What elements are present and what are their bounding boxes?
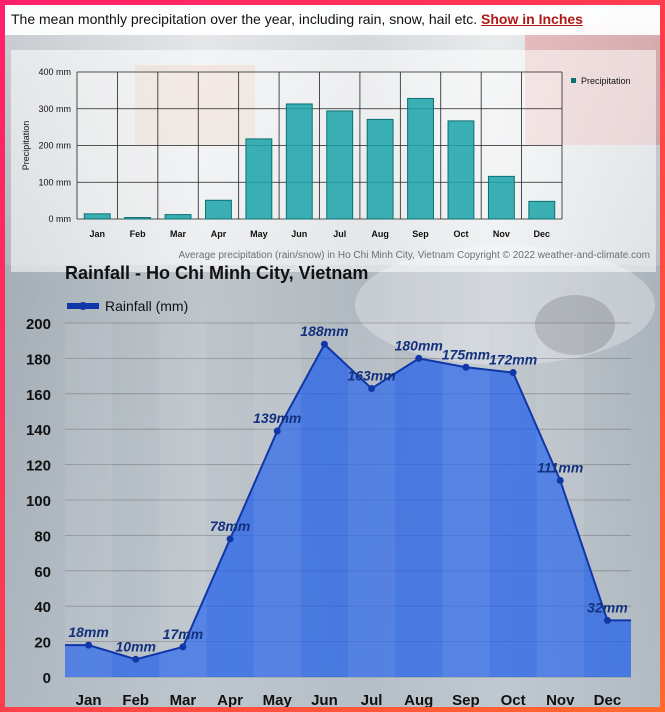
description-text: The mean monthly precipitation over the … — [11, 11, 478, 27]
legend-label: Rainfall (mm) — [105, 298, 188, 314]
bar — [285, 103, 313, 220]
data-point — [226, 535, 234, 543]
y-tick-label: 40 — [34, 599, 51, 616]
data-label: 172mm — [489, 352, 537, 368]
y-tick-label: 200 — [26, 316, 51, 333]
y-axis-label: Precipitation — [21, 121, 31, 171]
x-tick-label: Jan — [76, 692, 102, 707]
x-tick-label: Feb — [122, 692, 149, 707]
x-tick-label: Jul — [333, 229, 346, 239]
x-tick-label: Aug — [371, 229, 389, 239]
data-label: 111mm — [537, 460, 583, 476]
data-point — [556, 477, 564, 485]
data-label: 139mm — [253, 410, 301, 426]
y-tick-label: 140 — [26, 422, 51, 439]
data-label: 163mm — [347, 367, 395, 383]
bar — [366, 118, 394, 220]
y-tick-label: 180 — [26, 351, 51, 368]
chart-title: Rainfall - Ho Chi Minh City, Vietnam — [65, 263, 369, 283]
x-tick-label: May — [263, 692, 293, 707]
x-tick-label: Mar — [170, 229, 187, 239]
x-tick-label: Jan — [89, 229, 105, 239]
y-tick-label: 0 — [43, 670, 51, 687]
bar — [83, 213, 111, 220]
x-tick-label: Jul — [361, 692, 383, 707]
data-point — [132, 655, 140, 663]
x-tick-label: Apr — [217, 692, 243, 707]
y-tick-label: 60 — [34, 564, 51, 581]
month-band — [253, 323, 301, 677]
show-in-inches-link[interactable]: Show in Inches — [481, 11, 583, 27]
rainfall-area-chart: 0 20 40 60 80 100 120 140 160 180 200 18mm Jan 10mm Fe… — [26, 298, 631, 707]
x-tick-label: Dec — [594, 692, 622, 707]
legend-swatch — [571, 78, 576, 83]
month-band — [348, 323, 396, 677]
data-label: 17mm — [163, 626, 203, 642]
chart-container: The mean monthly precipitation over the … — [5, 5, 660, 707]
x-tick-label: Apr — [211, 229, 227, 239]
data-label: 10mm — [116, 638, 156, 654]
data-label: 175mm — [442, 346, 490, 362]
x-tick-label: Jun — [311, 692, 338, 707]
bar — [407, 97, 434, 220]
x-tick-label: Aug — [404, 692, 433, 707]
legend-marker — [79, 302, 87, 310]
chart-caption: Average precipitation (rain/snow) in Ho … — [178, 250, 650, 261]
data-point — [320, 340, 328, 348]
x-tick-label: May — [250, 229, 268, 239]
x-tick-label: Sep — [412, 229, 429, 239]
x-tick-label: Jun — [291, 229, 307, 239]
data-point — [415, 354, 423, 362]
description-bar: The mean monthly precipitation over the … — [5, 5, 660, 35]
data-point — [85, 641, 93, 649]
data-label: 78mm — [210, 518, 250, 534]
x-tick-label: Mar — [170, 692, 197, 707]
precipitation-bar-chart: 0 mm 100 mm 200 mm 300 mm 400 mm Jan Feb Mar Apr… — [21, 67, 631, 239]
data-point — [509, 369, 517, 377]
y-tick-label: 160 — [26, 387, 51, 404]
data-point — [273, 427, 281, 435]
x-tick-label: Oct — [501, 692, 526, 707]
data-label: 188mm — [300, 323, 348, 339]
data-point — [462, 363, 470, 371]
bar — [528, 200, 556, 220]
bar — [164, 214, 192, 220]
y-tick-label: 100 — [26, 493, 51, 510]
month-band — [536, 323, 584, 677]
y-tick-label: 120 — [26, 458, 51, 475]
x-tick-label: Nov — [546, 692, 575, 707]
y-tick-label: 80 — [34, 528, 51, 545]
bar — [447, 120, 475, 220]
data-label: 180mm — [395, 337, 443, 353]
bar — [245, 138, 273, 220]
y-tick-label: 300 mm — [38, 104, 71, 114]
data-point — [368, 384, 376, 392]
data-label: 32mm — [587, 599, 627, 615]
x-tick-label: Sep — [452, 692, 480, 707]
bar — [205, 199, 232, 220]
data-point — [603, 616, 611, 624]
x-tick-label: Oct — [453, 229, 468, 239]
bar — [487, 175, 515, 220]
data-label: 18mm — [68, 624, 108, 640]
month-band — [65, 323, 113, 677]
month-band — [159, 323, 207, 677]
y-tick-label: 400 mm — [38, 67, 71, 77]
x-tick-label: Dec — [534, 229, 551, 239]
x-tick-label: Feb — [130, 229, 147, 239]
y-tick-label: 200 mm — [38, 141, 71, 151]
y-tick-label: 20 — [34, 635, 51, 652]
x-tick-label: Nov — [493, 229, 510, 239]
y-tick-label: 0 mm — [49, 214, 72, 224]
legend-label: Precipitation — [581, 76, 631, 86]
data-point — [179, 643, 187, 651]
bar — [124, 217, 152, 220]
month-band — [442, 323, 490, 677]
rainfall-line — [65, 342, 631, 661]
bar — [326, 110, 354, 220]
y-tick-label: 100 mm — [38, 177, 71, 187]
